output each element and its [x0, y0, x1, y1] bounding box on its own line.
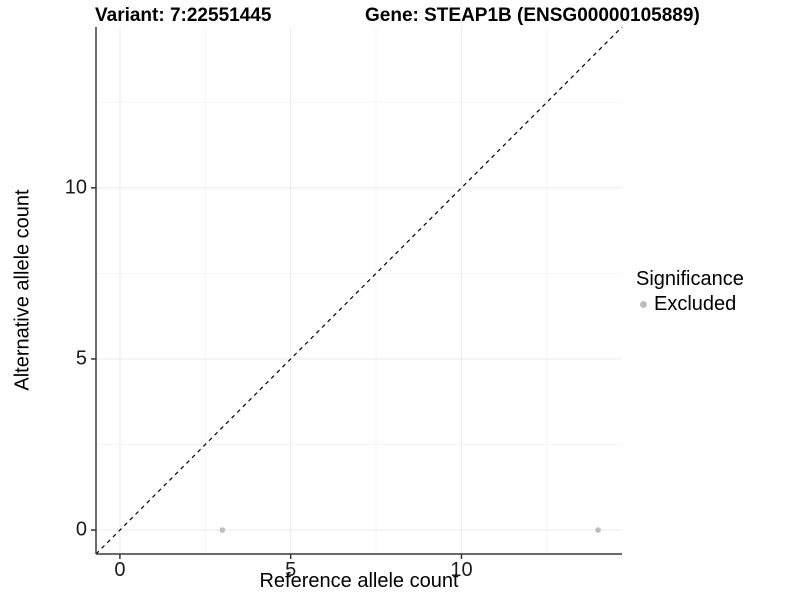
x-tick-label-0: 0: [114, 559, 126, 581]
data-point-excluded: [595, 527, 601, 533]
identity-dashed-line: [95, 26, 623, 555]
legend-item-excluded: Excluded: [636, 293, 744, 316]
y-axis-label: Alternative allele count: [11, 189, 34, 391]
variant-title: Variant: 7:22551445: [95, 5, 272, 26]
legend: Significance Excluded: [636, 268, 744, 316]
x-tick-label-5: 5: [285, 559, 297, 581]
excluded-point-icon: [640, 301, 647, 308]
y-tick-label-10: 10: [64, 176, 87, 199]
data-point-excluded: [219, 527, 226, 533]
y-tick-label-5: 5: [75, 347, 87, 370]
legend-item-label: Excluded: [654, 293, 737, 315]
y-tick-label-0: 0: [75, 518, 87, 541]
gene-title: Gene: STEAP1B (ENSG00000105889): [365, 5, 700, 26]
x-tick-label-10: 10: [450, 559, 473, 581]
x-axis-label: Reference allele count: [259, 570, 459, 592]
legend-title: Significance: [636, 268, 744, 290]
